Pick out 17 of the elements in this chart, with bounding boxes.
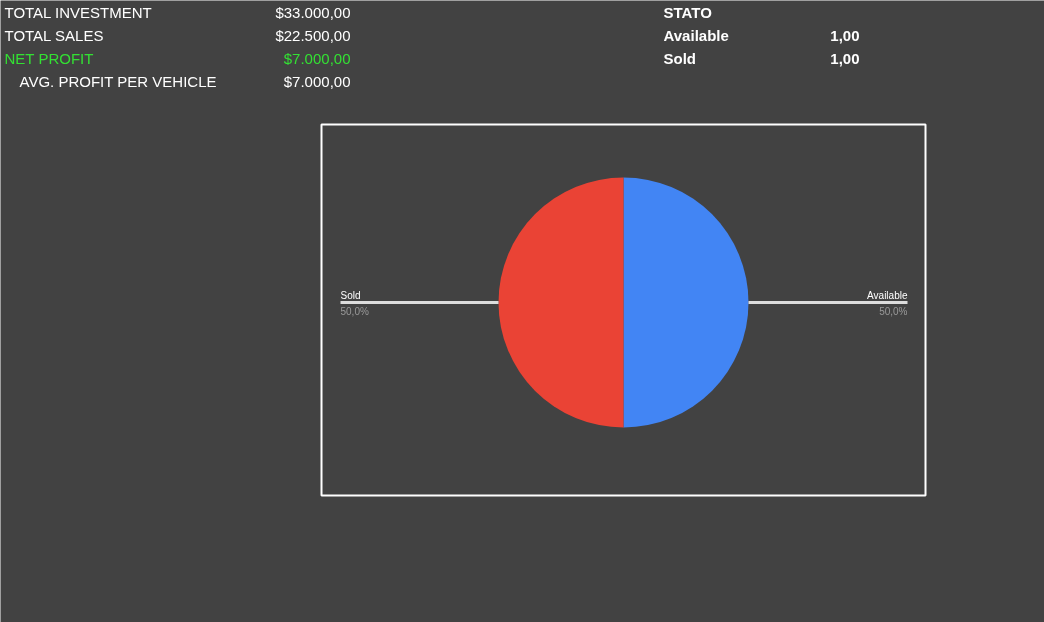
text: $7.000,00: [283, 50, 351, 67]
data-label: 50,0%: [879, 305, 908, 317]
text: 1,00: [830, 49, 860, 67]
text: $33.000,00: [275, 4, 351, 21]
text: NET PROFIT: [4, 50, 94, 67]
data-label: 50,0%: [340, 305, 369, 317]
slice-label: Sold: [340, 289, 361, 301]
slice-label: Available: [867, 289, 908, 301]
text: AVG. PROFIT PER VEHICLE: [19, 73, 217, 90]
text: Available: [663, 27, 729, 44]
text: STATO: [663, 4, 713, 21]
text: TOTAL INVESTMENT: [4, 4, 152, 21]
text: TOTAL SALES: [4, 27, 104, 44]
text: $7.000,00: [283, 73, 351, 90]
text: 1,00: [830, 26, 860, 44]
text: Sold: [663, 50, 696, 67]
text: $22.500,00: [275, 27, 351, 44]
